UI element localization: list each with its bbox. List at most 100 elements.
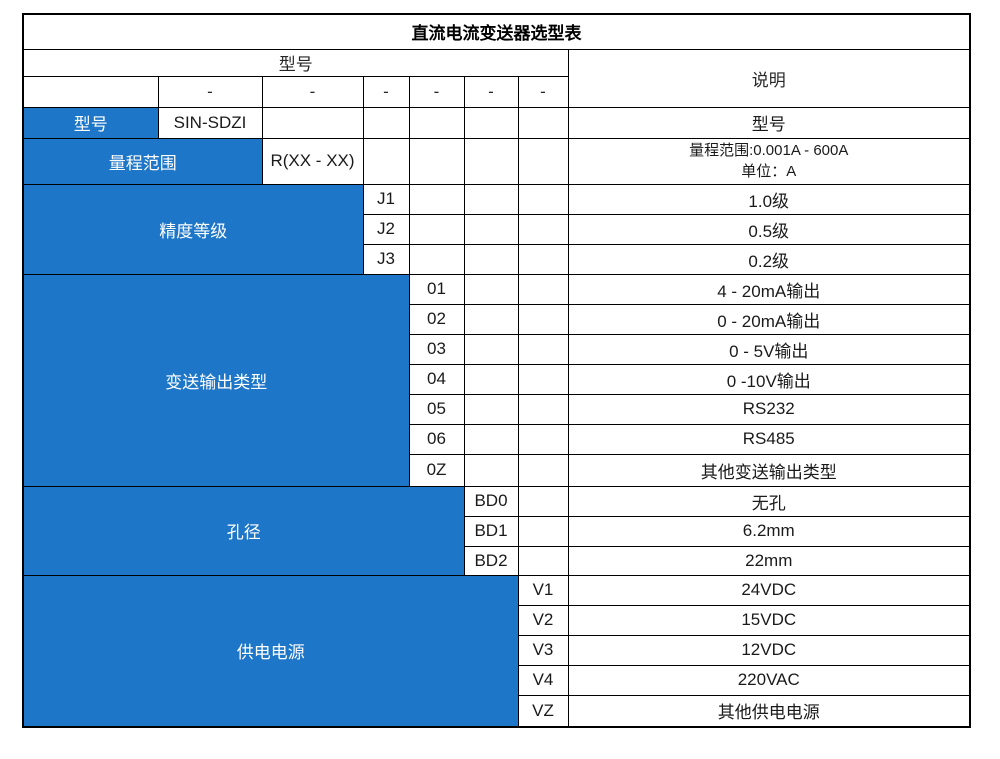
table-row: BD2 22mm [23,545,971,576]
table-row: 孔径 BD0 无孔 [22,485,971,576]
table-row: 0Z 其他变送输出类型 [23,453,971,487]
desc-cell: 0.2级 [567,243,971,275]
header-row: 型号 说明 [22,48,971,108]
table-row: 精度等级 J1 1.0级 [22,183,971,275]
desc-cell: 0 -10V输出 [567,363,971,395]
table-row: 02 0 - 20mA输出 [23,303,971,335]
description-header: 说明 [567,48,971,108]
empty-cell [517,106,569,139]
empty-cell [463,423,519,455]
empty-cell [22,75,159,108]
desc-cell: 量程范围:0.001A - 600A 单位：A [567,137,971,185]
code-cell: V2 [517,604,569,636]
desc-cell: 22mm [567,545,971,576]
code-cell: J1 [362,183,410,215]
code-cell: 05 [408,393,465,425]
empty-cell [463,333,519,365]
dash-cell: - [157,75,263,108]
section-label-range: 量程范围 [22,137,263,185]
empty-cell [408,183,465,215]
desc-cell: 1.0级 [567,183,971,215]
title-row: 直流电流变送器选型表 [22,13,971,50]
code-cell: VZ [517,694,569,728]
empty-cell [463,183,519,215]
section-label-model: 型号 [22,106,159,139]
desc-cell: 型号 [567,106,971,139]
empty-cell [517,213,569,245]
table-row: 03 0 - 5V输出 [23,333,971,365]
empty-cell [517,453,569,487]
table-row: 04 0 -10V输出 [23,363,971,395]
table-row: 型号 SIN-SDZI 型号 [22,106,971,139]
empty-cell [463,213,519,245]
code-cell: V4 [517,664,569,696]
desc-cell: 6.2mm [567,515,971,547]
code-cell: J3 [362,243,410,275]
code-cell: BD2 [463,545,519,576]
empty-cell [517,333,569,365]
dash-cell: - [362,75,410,108]
desc-cell: RS232 [567,393,971,425]
empty-cell [408,213,465,245]
empty-cell [517,393,569,425]
code-cell: V3 [517,634,569,666]
empty-cell [517,273,569,305]
desc-cell: 0.5级 [567,213,971,245]
desc-cell: 0 - 5V输出 [567,333,971,365]
table-row: 06 RS485 [23,423,971,455]
empty-cell [463,273,519,305]
table-title: 直流电流变送器选型表 [22,13,971,50]
desc-cell: 220VAC [567,664,971,696]
table-row: 05 RS232 [23,393,971,425]
code-cell: J2 [362,213,410,245]
code-cell: R(XX - XX) [261,137,364,185]
empty-cell [517,485,569,517]
code-cell: 04 [408,363,465,395]
code-cell: 0Z [408,453,465,487]
range-desc-line1: 量程范围:0.001A - 600A [689,142,849,159]
table-row: V3 12VDC [23,634,971,666]
desc-cell: 其他变送输出类型 [567,453,971,487]
table-row: J3 0.2级 [23,243,971,275]
empty-cell [463,137,519,185]
empty-cell [463,393,519,425]
code-cell: V1 [517,574,569,606]
empty-cell [517,423,569,455]
empty-cell [408,106,465,139]
section-label-output-type: 变送输出类型 [22,273,410,487]
code-cell: 03 [408,333,465,365]
desc-cell: 15VDC [567,604,971,636]
desc-cell: 4 - 20mA输出 [567,273,971,305]
dash-cell: - [408,75,465,108]
table-row: 变送输出类型 01 4 - 20mA输出 [22,273,971,487]
dash-cell: - [517,75,569,108]
table-row: 供电电源 V1 24VDC [22,574,971,728]
desc-cell: 0 - 20mA输出 [567,303,971,335]
empty-cell [463,453,519,487]
empty-cell [517,363,569,395]
model-number-header: 型号 [22,48,569,77]
code-cell: SIN-SDZI [157,106,263,139]
empty-cell [517,303,569,335]
range-desc-line2: 单位：A [741,163,797,180]
desc-cell: 24VDC [567,574,971,606]
table-row: 量程范围 R(XX - XX) 量程范围:0.001A - 600A 单位：A [22,137,971,185]
selection-table: 直流电流变送器选型表 型号 说明 - - - - - - 型号 SIN-SDZI… [22,13,971,728]
code-cell: 02 [408,303,465,335]
code-cell: BD1 [463,515,519,547]
section-label-accuracy: 精度等级 [22,183,364,275]
code-cell: BD0 [463,485,519,517]
desc-cell: RS485 [567,423,971,455]
empty-cell [261,106,364,139]
desc-cell: 12VDC [567,634,971,666]
empty-cell [517,243,569,275]
code-cell: 06 [408,423,465,455]
desc-cell: 无孔 [567,485,971,517]
empty-cell [463,363,519,395]
table-row: J2 0.5级 [23,213,971,245]
empty-cell [463,243,519,275]
empty-cell [517,545,569,576]
empty-cell [463,106,519,139]
empty-cell [517,183,569,215]
table-row: VZ 其他供电电源 [23,694,971,728]
